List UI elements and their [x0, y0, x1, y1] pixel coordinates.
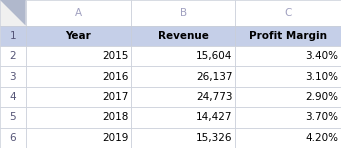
- Bar: [0, 87, 26, 107]
- Bar: [131, 66, 235, 87]
- Bar: [131, 25, 235, 46]
- Text: C: C: [284, 8, 292, 18]
- Bar: [235, 0, 341, 25]
- Text: 3.40%: 3.40%: [305, 51, 338, 61]
- Bar: [26, 25, 131, 46]
- Bar: [131, 87, 235, 107]
- Bar: [131, 128, 235, 148]
- Bar: [26, 87, 131, 107]
- Bar: [0, 107, 26, 128]
- Bar: [131, 0, 235, 25]
- Text: A: A: [75, 8, 82, 18]
- Text: 2015: 2015: [102, 51, 129, 61]
- Text: 3.10%: 3.10%: [305, 71, 338, 82]
- Text: 26,137: 26,137: [196, 71, 233, 82]
- Bar: [0, 25, 26, 46]
- Bar: [131, 107, 235, 128]
- Bar: [235, 25, 341, 46]
- Text: 24,773: 24,773: [196, 92, 233, 102]
- Text: B: B: [180, 8, 187, 18]
- Text: 2: 2: [10, 51, 16, 61]
- Text: 15,326: 15,326: [196, 133, 233, 143]
- Text: 2017: 2017: [102, 92, 129, 102]
- Bar: [26, 46, 131, 66]
- Text: 5: 5: [10, 112, 16, 122]
- Text: 4: 4: [10, 92, 16, 102]
- Bar: [26, 107, 131, 128]
- Text: Profit Margin: Profit Margin: [249, 31, 327, 41]
- Text: 15,604: 15,604: [196, 51, 233, 61]
- Text: 2018: 2018: [102, 112, 129, 122]
- Text: Revenue: Revenue: [158, 31, 209, 41]
- Bar: [235, 46, 341, 66]
- Text: 4.20%: 4.20%: [305, 133, 338, 143]
- Bar: [0, 128, 26, 148]
- Bar: [235, 87, 341, 107]
- Bar: [26, 0, 131, 25]
- Bar: [131, 46, 235, 66]
- Text: 6: 6: [10, 133, 16, 143]
- Bar: [235, 128, 341, 148]
- Bar: [0, 46, 26, 66]
- Bar: [235, 66, 341, 87]
- Text: 3: 3: [10, 71, 16, 82]
- Bar: [0, 0, 26, 25]
- Text: 3.70%: 3.70%: [305, 112, 338, 122]
- Text: Year: Year: [65, 31, 91, 41]
- Text: 2.90%: 2.90%: [305, 92, 338, 102]
- Bar: [26, 128, 131, 148]
- Bar: [235, 107, 341, 128]
- Bar: [0, 66, 26, 87]
- Text: 14,427: 14,427: [196, 112, 233, 122]
- Text: 2016: 2016: [102, 71, 129, 82]
- Text: 1: 1: [10, 31, 16, 41]
- Text: 2019: 2019: [102, 133, 129, 143]
- Polygon shape: [0, 0, 26, 25]
- Bar: [26, 66, 131, 87]
